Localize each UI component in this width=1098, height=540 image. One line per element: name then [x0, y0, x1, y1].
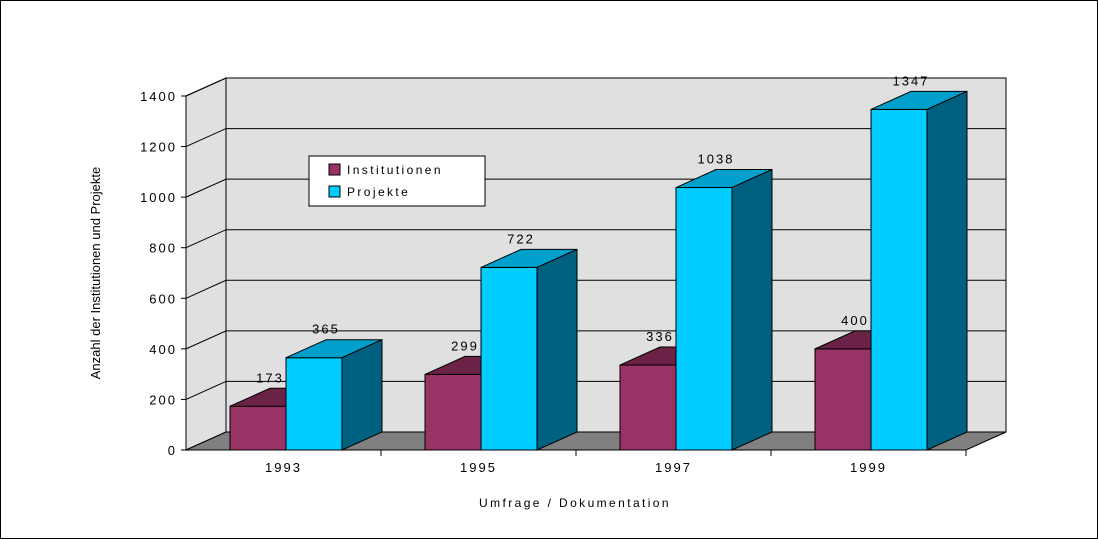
data-label: 1347 — [893, 73, 930, 88]
data-label: 365 — [312, 322, 340, 337]
bar-side — [731, 168, 773, 451]
side-wall — [185, 77, 227, 451]
bar-front — [814, 348, 872, 451]
legend-label-projekte: Projekte — [347, 185, 410, 199]
bar-projekte-1993 — [285, 338, 383, 451]
bar-front — [480, 266, 538, 451]
bar-front — [285, 357, 343, 451]
legend-label-institutionen: Institutionen — [347, 163, 443, 177]
bar-front — [619, 364, 677, 451]
y-tick-label: 0 — [168, 443, 177, 458]
legend-swatch-projekte — [328, 185, 341, 198]
data-label: 299 — [451, 338, 479, 353]
y-tick-label: 800 — [149, 241, 177, 256]
bar-side — [341, 338, 383, 451]
bar-side — [536, 248, 578, 451]
x-tick-label: 1999 — [850, 460, 887, 475]
data-labels: 173 365 299 722 336 1038 400 1347 — [256, 73, 930, 385]
data-label: 400 — [841, 313, 869, 328]
legend-swatch-institutionen — [328, 163, 341, 176]
x-tick-label: 1993 — [265, 460, 302, 475]
x-tick-label: 1995 — [460, 460, 497, 475]
bar-front — [229, 405, 287, 451]
gridline — [185, 128, 1006, 148]
bar-projekte-1997 — [675, 168, 773, 451]
y-tick-label: 600 — [149, 291, 177, 306]
gridline — [185, 77, 1006, 97]
bar-front — [870, 108, 928, 451]
x-tick-label: 1997 — [655, 460, 692, 475]
data-label: 722 — [507, 231, 535, 246]
y-tick-label: 1400 — [140, 89, 177, 104]
x-axis-title: Umfrage / Dokumentation — [479, 496, 671, 510]
bars — [229, 90, 968, 451]
data-label: 173 — [256, 370, 284, 385]
bar-front — [675, 187, 733, 451]
y-axis-title: Anzahl der Institutionen und Projekte — [88, 167, 103, 379]
y-tick-label: 400 — [149, 342, 177, 357]
axes: 0 200 400 600 800 1000 1200 1400 1993 1995 1997 199… — [140, 89, 967, 475]
legend: Institutionen Projekte — [308, 155, 486, 207]
data-label: 1038 — [698, 152, 735, 167]
y-tick-label: 200 — [149, 392, 177, 407]
bar-side — [926, 90, 968, 451]
bar-projekte-1999 — [870, 90, 968, 451]
data-label: 336 — [646, 329, 674, 344]
bar-projekte-1995 — [480, 248, 578, 451]
y-tick-label: 1000 — [140, 190, 177, 205]
y-tick-label: 1200 — [140, 140, 177, 155]
bar-front — [424, 373, 482, 451]
